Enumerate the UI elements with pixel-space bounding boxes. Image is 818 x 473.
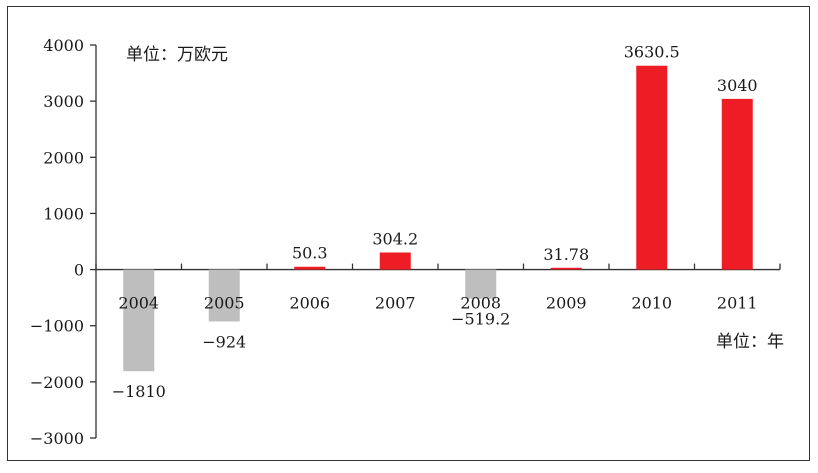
- data-label: −1810: [112, 382, 166, 401]
- bar: [123, 269, 155, 372]
- data-label: 3040: [717, 76, 758, 95]
- y-tick-label: 0: [74, 261, 84, 280]
- data-label: −924: [202, 332, 246, 351]
- x-tick-label: 2005: [204, 294, 245, 313]
- bar-chart: 4000 3000 2000 1000 0 −1000 −2000 −3000 2004 −18…: [30, 36, 784, 448]
- y-unit-label: 单位：万欧元: [126, 45, 228, 65]
- data-label: 3630.5: [624, 43, 680, 62]
- bar: [550, 267, 582, 270]
- x-unit-label: 单位：年: [716, 332, 784, 352]
- bar: [379, 252, 411, 270]
- x-tick-label: 2011: [717, 294, 758, 313]
- data-label: −519.2: [451, 310, 510, 329]
- chart-frame: 4000 3000 2000 1000 0 −1000 −2000 −3000 2004 −18…: [7, 6, 810, 461]
- bar: [636, 65, 668, 270]
- data-label: 50.3: [292, 244, 328, 263]
- x-tick-label: 2008: [460, 294, 501, 313]
- y-tick-label: −1000: [30, 317, 84, 336]
- bar: [208, 269, 240, 322]
- y-tick-label: −3000: [30, 429, 84, 448]
- data-label: 304.2: [372, 229, 418, 248]
- labels: 2004 −1810 2005 −924 2006 50.3 2007 304.2 2008−5…: [112, 43, 758, 401]
- x-tick-label: 2004: [118, 294, 159, 313]
- y-tick-label: 4000: [43, 36, 84, 55]
- x-tick-label: 2010: [631, 294, 672, 313]
- x-tick-label: 2009: [546, 294, 587, 313]
- bar: [465, 269, 497, 299]
- bars: [123, 65, 753, 372]
- y-tick-label: 2000: [43, 148, 84, 167]
- y-tick-label: 3000: [43, 92, 84, 111]
- data-label: 31.78: [543, 245, 589, 264]
- x-tick-label: 2007: [375, 294, 416, 313]
- y-tick-label: 1000: [43, 204, 84, 223]
- bar: [294, 266, 326, 270]
- x-tick-label: 2006: [289, 294, 330, 313]
- bar: [721, 98, 753, 270]
- y-tick-label: −2000: [30, 373, 84, 392]
